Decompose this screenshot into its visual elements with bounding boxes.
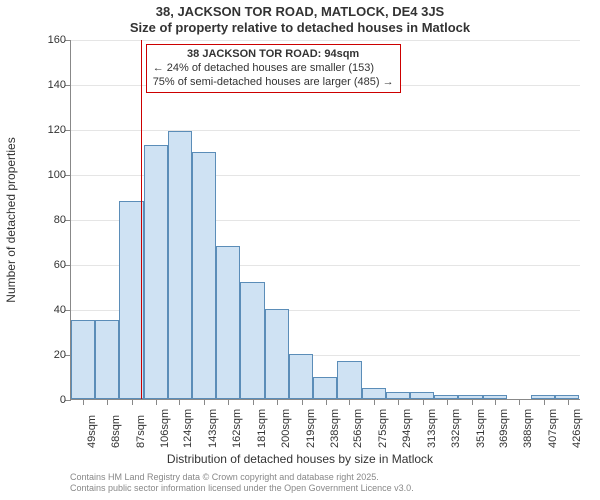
x-tick-label: 275sqm [377,409,389,448]
histogram-bar [240,282,264,399]
annotation-line2: ← 24% of detached houses are smaller (15… [153,62,394,76]
x-tick [277,399,278,405]
x-tick-label: 369sqm [498,409,510,448]
x-tick [423,399,424,405]
x-tick-label: 294sqm [401,409,413,448]
x-tick-label: 106sqm [159,409,171,448]
histogram-bar [144,145,168,399]
x-tick-label: 238sqm [329,409,341,448]
histogram-bar [289,354,313,399]
histogram-bar [362,388,386,399]
attribution-line1: Contains HM Land Registry data © Crown c… [70,472,414,483]
x-tick [253,399,254,405]
x-tick-label: 407sqm [547,409,559,448]
annotation-box: 38 JACKSON TOR ROAD: 94sqm← 24% of detac… [146,44,401,93]
x-tick-label: 332sqm [450,409,462,448]
annotation-line3: 75% of semi-detached houses are larger (… [153,76,394,90]
x-tick [132,399,133,405]
x-tick [83,399,84,405]
histogram-bar [410,392,434,399]
x-tick-label: 219sqm [305,409,317,448]
x-tick-label: 426sqm [571,409,583,448]
y-tick-label: 140 [36,79,66,91]
histogram-bar [168,131,192,399]
y-axis-label: Number of detached properties [4,137,18,302]
x-tick [302,399,303,405]
x-tick [398,399,399,405]
x-tick-label: 313sqm [426,409,438,448]
x-tick-label: 49sqm [86,415,98,448]
x-tick-label: 181sqm [256,409,268,448]
x-tick-label: 68sqm [110,415,122,448]
y-tick-label: 40 [36,304,66,316]
chart-title-line1: 38, JACKSON TOR ROAD, MATLOCK, DE4 3JS [0,4,600,19]
x-tick-label: 124sqm [182,409,194,448]
x-tick [519,399,520,405]
histogram-bar [265,309,289,399]
x-tick-label: 143sqm [207,409,219,448]
x-tick [156,399,157,405]
y-tick-label: 60 [36,259,66,271]
y-tick-label: 100 [36,169,66,181]
gridline-h [71,130,580,131]
x-tick [568,399,569,405]
histogram-bar [192,152,216,400]
chart-title-line2: Size of property relative to detached ho… [0,20,600,35]
histogram-bar [95,320,119,399]
y-tick-label: 0 [36,394,66,406]
x-tick [326,399,327,405]
x-tick [472,399,473,405]
histogram-bar [313,377,337,400]
histogram-bar [386,392,410,399]
x-tick [349,399,350,405]
x-tick-label: 388sqm [522,409,534,448]
x-tick [544,399,545,405]
x-tick [495,399,496,405]
x-tick [204,399,205,405]
reference-line [141,40,142,399]
x-tick [447,399,448,405]
histogram-bar [71,320,95,399]
x-tick-label: 162sqm [231,409,243,448]
chart-container: 38, JACKSON TOR ROAD, MATLOCK, DE4 3JS S… [0,0,600,500]
annotation-line1: 38 JACKSON TOR ROAD: 94sqm [153,48,394,62]
x-tick [374,399,375,405]
y-tick-label: 80 [36,214,66,226]
plot-area: 38 JACKSON TOR ROAD: 94sqm← 24% of detac… [70,40,580,400]
histogram-bar [458,395,482,400]
x-tick [107,399,108,405]
x-tick-label: 351sqm [475,409,487,448]
x-tick-label: 256sqm [352,409,364,448]
y-tick-label: 20 [36,349,66,361]
gridline-h [71,40,580,41]
x-axis-label: Distribution of detached houses by size … [0,452,600,466]
x-tick [228,399,229,405]
attribution-line2: Contains public sector information licen… [70,483,414,494]
histogram-bar [337,361,361,399]
attribution-text: Contains HM Land Registry data © Crown c… [70,472,414,494]
x-tick-label: 200sqm [280,409,292,448]
x-tick-label: 87sqm [135,415,147,448]
y-tick-label: 160 [36,34,66,46]
x-tick [179,399,180,405]
y-tick-label: 120 [36,124,66,136]
histogram-bar [216,246,240,399]
